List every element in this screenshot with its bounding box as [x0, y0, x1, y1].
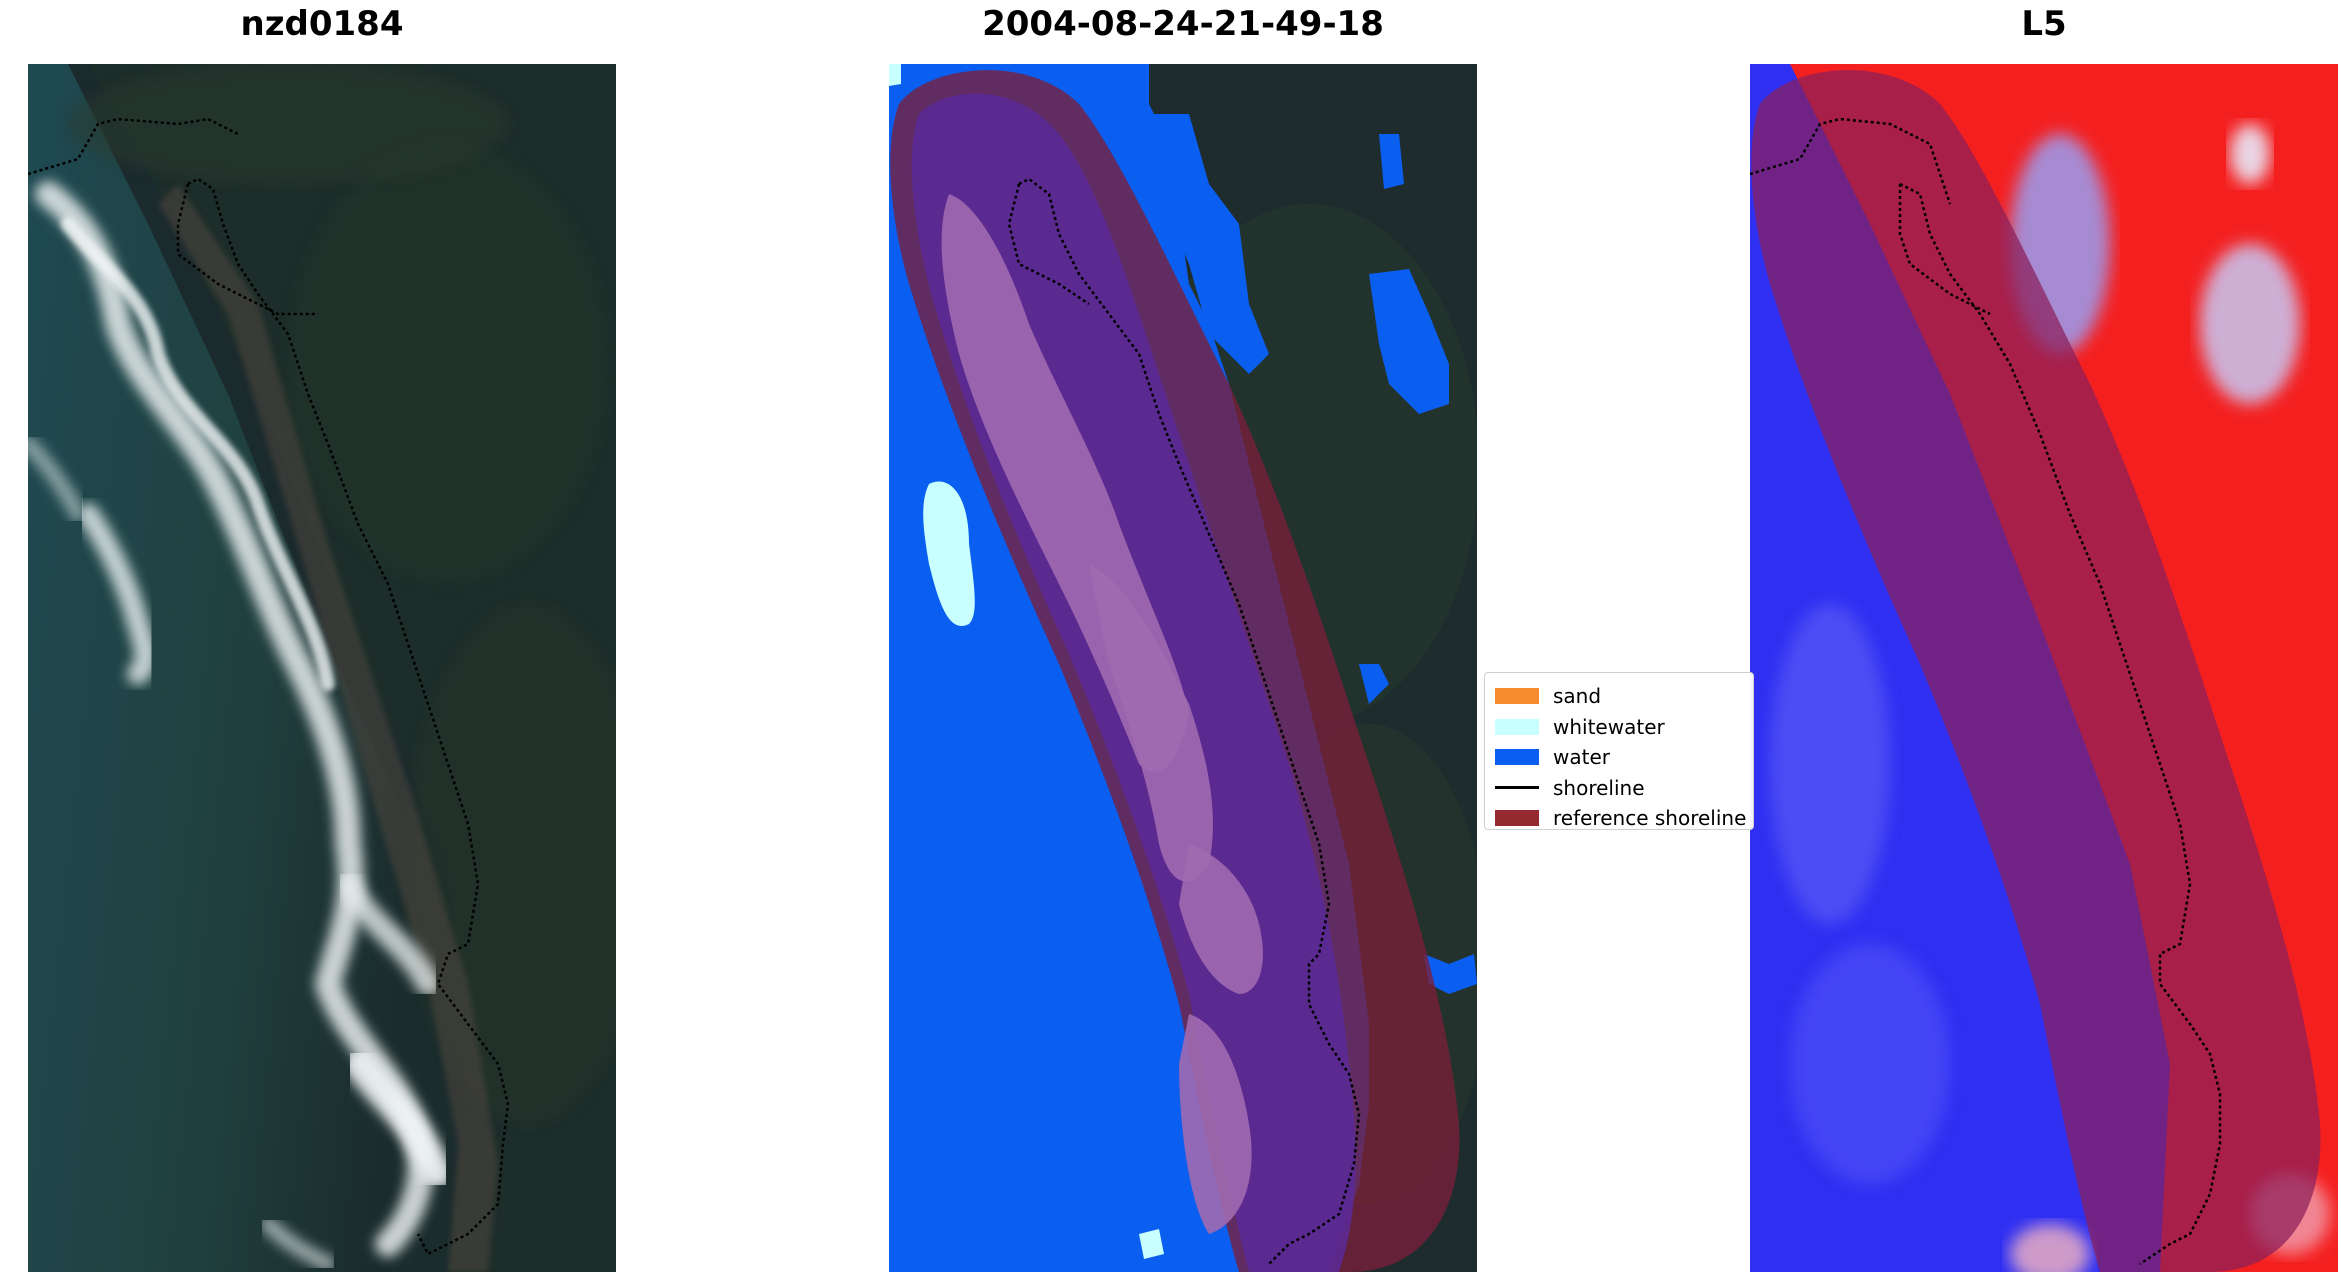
legend-label: shoreline — [1553, 775, 1645, 800]
legend-item-reference-shoreline: reference shoreline — [1495, 803, 1747, 834]
index-image — [1750, 64, 2338, 1272]
legend-item-whitewater: whitewater — [1495, 712, 1743, 743]
legend-label: sand — [1553, 684, 1602, 709]
legend-swatch-whitewater — [1495, 718, 1539, 735]
panel-title-classified: 2004-08-24-21-49-18 — [982, 4, 1384, 44]
legend-label: water — [1553, 745, 1610, 770]
legend-item-shoreline: shoreline — [1495, 773, 1743, 804]
panel-title-index: L5 — [2021, 4, 2067, 44]
classified-image — [889, 64, 1477, 1272]
panel-title-rgb: nzd0184 — [240, 4, 404, 44]
classified-image-panel — [889, 64, 1477, 1272]
legend-item-sand: sand — [1495, 681, 1743, 712]
legend-swatch-shoreline — [1495, 786, 1539, 790]
legend-item-water: water — [1495, 742, 1743, 773]
legend-label: whitewater — [1553, 714, 1665, 739]
index-image-panel — [1750, 64, 2338, 1272]
legend-label: reference shoreline — [1553, 806, 1747, 831]
legend-swatch-reference-shoreline — [1495, 810, 1539, 827]
legend-swatch-sand — [1495, 688, 1539, 705]
rgb-image-panel — [28, 64, 616, 1272]
legend: sand whitewater water shoreline referenc… — [1484, 672, 1754, 830]
legend-swatch-water — [1495, 749, 1539, 766]
rgb-image — [28, 64, 616, 1272]
